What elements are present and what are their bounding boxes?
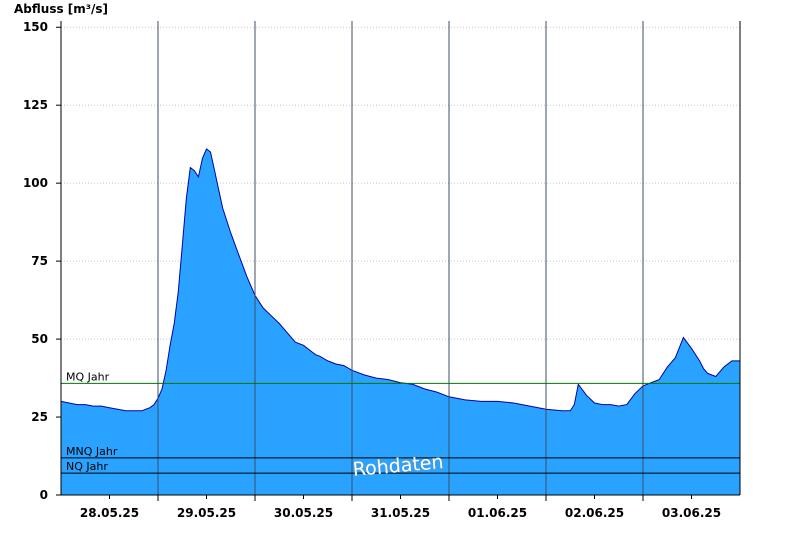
y-tick-label: 50: [31, 332, 48, 346]
day-separators: [157, 21, 644, 495]
ref-line-label: NQ Jahr: [66, 460, 108, 473]
y-tick-label: 25: [31, 410, 48, 424]
x-tick-label: 30.05.25: [274, 506, 333, 520]
ref-line-label: MNQ Jahr: [66, 445, 118, 458]
discharge-line: [60, 148, 740, 412]
x-tick-label: 31.05.25: [371, 506, 430, 520]
y-tick-label: 75: [31, 254, 48, 268]
y-tick-label: 100: [23, 176, 48, 190]
y-tick-label: 150: [23, 20, 48, 34]
y-tick-label: 0: [40, 488, 48, 502]
x-tick-label: 02.06.25: [565, 506, 624, 520]
x-tick-label: 03.06.25: [662, 506, 721, 520]
x-axis-ticks: 28.05.25 29.05.25 30.05.25 31.05.25 01.06.25…: [80, 495, 721, 520]
reference-lines: MQ Jahr MNQ Jahr NQ Jahr: [61, 370, 740, 474]
grid: [61, 26, 740, 418]
y-axis-ticks: 0 25 50 75 100 125 150: [23, 20, 61, 502]
x-tick-label: 01.06.25: [468, 506, 527, 520]
ref-line-label: MQ Jahr: [66, 370, 110, 383]
discharge-area: [61, 148, 740, 495]
y-tick-label: 125: [23, 98, 48, 112]
y-axis-title: Abfluss [m³/s]: [14, 2, 108, 16]
x-tick-label: 29.05.25: [177, 506, 236, 520]
x-tick-label: 28.05.25: [80, 506, 139, 520]
